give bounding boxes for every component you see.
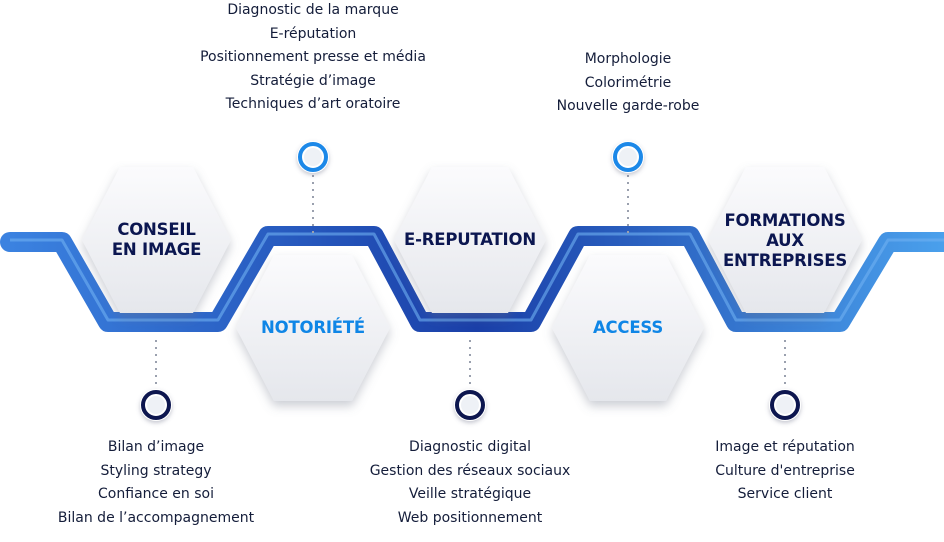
list-item: Gestion des réseaux sociaux [369,462,571,479]
zigzag-band [0,226,944,332]
hexagon-ereputation [394,167,546,313]
hexagon-notoriete [236,255,390,401]
hexagon-shapes [82,167,862,401]
ring-access-icon [612,141,644,173]
list-item: Styling strategy [100,462,212,479]
list-item: Techniques d’art oratoire [225,96,401,112]
list-item: Morphologie [584,51,672,67]
hexagon-title-formations: FORMATIONS AUX ENTREPRISES [722,211,848,270]
list-item: Nouvelle garde-robe [556,98,700,114]
hexagon-title-access: ACCESS [592,318,664,337]
hexagon-access [552,255,704,401]
ring-conseil-icon [140,389,172,421]
ring-markers [140,141,801,421]
list-item: Diagnostic de la marque [227,2,399,18]
list-item: Diagnostic digital [409,439,531,455]
list-item: Bilan de l’accompagnement [57,509,255,526]
hexagon-title-notoriete: NOTORIÉTÉ [261,318,365,337]
list-formations: Image et réputation Culture d'entreprise… [675,436,895,507]
list-item: Positionnement presse et média [200,49,426,65]
list-item: E-réputation [269,25,357,42]
hexagon-title-conseil: CONSEIL EN IMAGE [111,220,202,259]
ring-formations-icon [769,389,801,421]
list-access: Morphologie Colorimétrie Nouvelle garde-… [528,48,728,119]
hexagon-conseil [82,167,231,313]
list-item: Service client [737,486,833,502]
ring-ereputation-icon [454,389,486,421]
list-item: Confiance en soi [98,486,214,502]
ring-notoriete-icon [297,141,329,173]
hexagon-title-ereputation: E-REPUTATION [404,230,536,249]
connector-lines [155,175,786,385]
list-notoriete: Diagnostic de la marque E-réputation Pos… [173,0,453,117]
list-item: Web positionnement [397,509,543,526]
list-item: Culture d'entreprise [715,462,855,479]
list-conseil: Bilan d’image Styling strategy Confiance… [26,436,286,530]
list-item: Veille stratégique [408,486,532,502]
list-ereputation: Diagnostic digital Gestion des réseaux s… [340,436,600,530]
list-item: Colorimétrie [584,74,672,91]
list-item: Stratégie d’image [250,72,376,89]
list-item: Image et réputation [715,439,855,455]
hexagon-formations [708,167,862,313]
list-item: Bilan d’image [107,439,205,455]
